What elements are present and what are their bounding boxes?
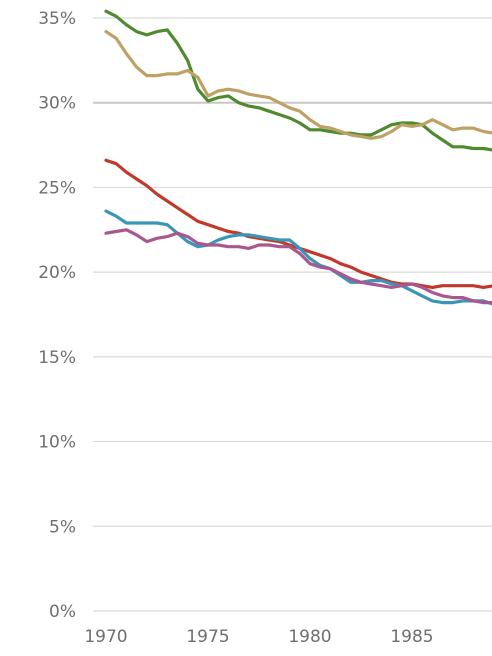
x-tick-label: 1985: [390, 627, 433, 647]
y-tick-label: 0%: [49, 602, 76, 622]
gridlines: [93, 17, 492, 612]
y-tick-label: 5%: [49, 517, 76, 537]
y-tick-label: 10%: [38, 433, 76, 453]
y-axis-ticks: 0% 5% 10% 15% 20% 25% 30% 35%: [38, 9, 76, 622]
y-tick-label: 25%: [38, 178, 76, 198]
series-line-3: [104, 158, 492, 289]
y-tick-label: 30%: [38, 94, 76, 114]
series-lines: [104, 9, 492, 306]
x-tick-label: 1970: [84, 627, 127, 647]
series-line-4: [104, 209, 492, 306]
series-line-2: [104, 30, 492, 140]
x-tick-label: 1975: [186, 627, 229, 647]
x-tick-label: 1980: [288, 627, 331, 647]
series-line-5: [104, 228, 492, 305]
x-axis-ticks: 197019751980198519: [84, 627, 433, 647]
y-tick-label: 15%: [38, 348, 76, 368]
series-line-1: [104, 9, 492, 152]
y-tick-label: 20%: [38, 263, 76, 283]
y-tick-label: 35%: [38, 9, 76, 29]
